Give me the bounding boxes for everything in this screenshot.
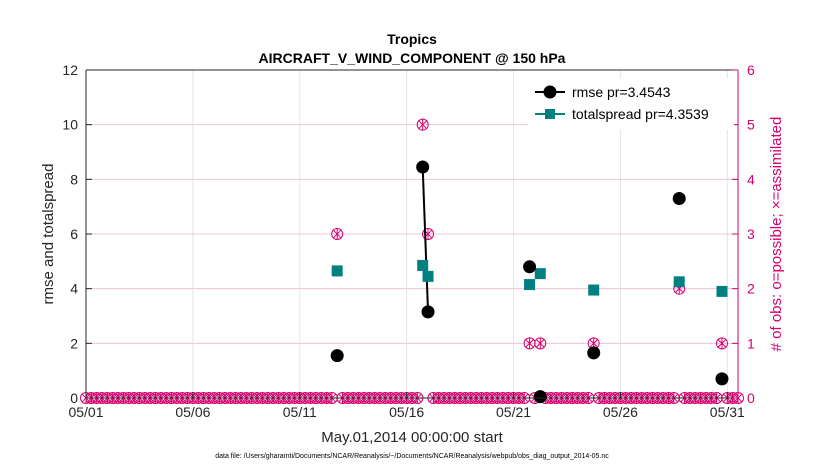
y-axis-label: rmse and totalspread (40, 164, 57, 305)
totalspread-point (588, 285, 599, 296)
y2-tick-label: 1 (747, 335, 755, 351)
x-tick-label: 05/21 (496, 404, 531, 420)
totalspread-point (674, 276, 685, 287)
y-tick-label: 12 (62, 62, 78, 78)
y2-tick-label: 6 (747, 62, 755, 78)
totalspread-point (332, 265, 343, 276)
x-tick-label: 05/01 (68, 404, 103, 420)
y2-tick-label: 3 (747, 226, 755, 242)
x-tick-label: 05/16 (389, 404, 424, 420)
y-tick-label: 8 (70, 171, 78, 187)
legend-spread-marker (545, 109, 555, 119)
chart: 05/01 05/06 05/11 05/16 05/21 05/26 05/3102468… (0, 0, 830, 470)
x-tick-label: 05/31 (710, 404, 745, 420)
chart-subtitle: AIRCRAFT_V_WIND_COMPONENT @ 150 hPa (259, 50, 566, 66)
x-tick-label: 05/26 (603, 404, 638, 420)
y2-tick-label: 4 (747, 171, 755, 187)
y2-tick-label: 2 (747, 281, 755, 297)
rmse-point (422, 305, 435, 318)
rmse-point (416, 161, 429, 174)
footnote: data file: /Users/gharamti/Documents/NCA… (215, 453, 609, 460)
rmse-point (523, 260, 536, 273)
y-tick-label: 4 (70, 281, 78, 297)
x-tick-label: 05/11 (283, 404, 317, 420)
legend-rmse-marker (544, 86, 557, 99)
chart-title: Tropics (387, 31, 437, 47)
x-axis-label: May.01,2014 00:00:00 start (321, 429, 503, 446)
y-tick-label: 2 (70, 335, 78, 351)
rmse-point (673, 192, 686, 205)
y-tick-label: 6 (70, 226, 78, 242)
totalspread-point (716, 286, 727, 297)
totalspread-point (417, 260, 428, 271)
y-tick-label: 0 (70, 390, 78, 406)
rmse-point (331, 349, 344, 362)
rmse-point (715, 372, 728, 385)
y2-tick-label: 0 (747, 390, 755, 406)
legend: rmse pr=3.4543 totalspread pr=4.3539 (528, 78, 734, 130)
totalspread-point (524, 279, 535, 290)
y2-tick-label: 5 (747, 117, 755, 133)
legend-rmse-label: rmse pr=3.4543 (572, 84, 671, 100)
y2-axis-label: # of obs: o=possible; ×=assimilated (768, 117, 785, 352)
legend-spread-label: totalspread pr=4.3539 (572, 106, 709, 122)
rmse-point (534, 390, 547, 403)
x-tick-label: 05/06 (175, 404, 210, 420)
totalspread-point (535, 268, 546, 279)
y-tick-label: 10 (62, 117, 78, 133)
rmse-point (587, 346, 600, 359)
totalspread-point (423, 271, 434, 282)
